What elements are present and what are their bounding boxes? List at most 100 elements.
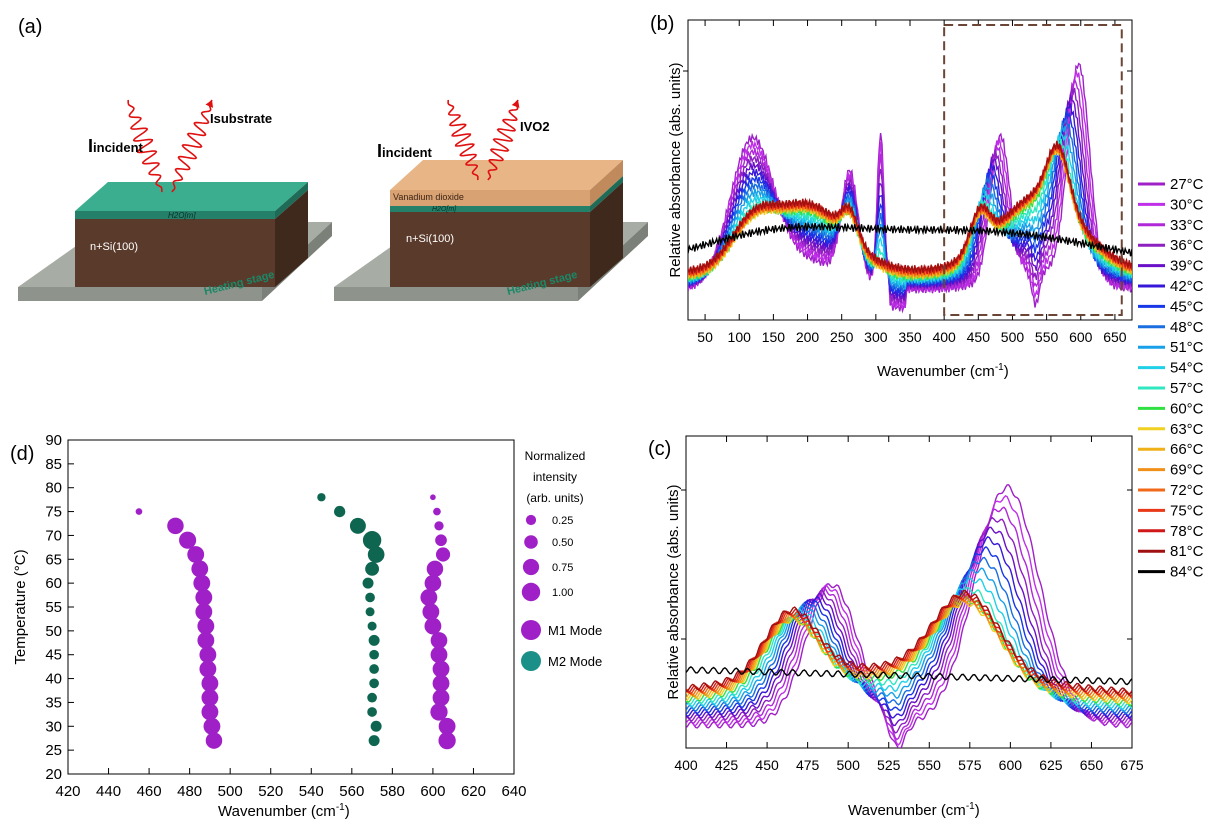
- point-m1-mode: [203, 717, 221, 735]
- vo2-film-front: [390, 190, 590, 206]
- size-legend-title: (arb. units): [526, 491, 583, 505]
- point-m1-mode: [135, 508, 143, 515]
- ytick-label: 80: [45, 480, 62, 497]
- point-m1-mode: [420, 589, 438, 606]
- xtick-label: 450: [755, 757, 779, 773]
- mode-legend: M1 Mode M2 Mode: [521, 620, 602, 671]
- series-84°C: [688, 221, 1132, 257]
- ytick-label: 50: [45, 623, 62, 640]
- chart-b: 50 100 150 200 250 300 350 400 450 500 550 600 650 W…: [667, 19, 1133, 380]
- point-m2-mode: [317, 493, 326, 502]
- size-legend-label: 0.75: [552, 562, 573, 574]
- xtick-label: 400: [674, 757, 698, 773]
- xtick-label: 600: [1069, 329, 1093, 345]
- chart-c-xlabel: Wavenumber (cm-1): [848, 801, 980, 819]
- point-m2-mode: [365, 592, 375, 603]
- panel-label-b: (b): [650, 13, 674, 35]
- xtick-label: 600: [420, 783, 445, 800]
- xtick-label: 560: [339, 783, 364, 800]
- panel-label-c: (c): [648, 438, 671, 460]
- chart-c-xaxis: 400 425 450 475 500 525 550 575 600 625 650 675: [674, 436, 1144, 773]
- point-m1-mode: [422, 603, 440, 621]
- chart-d-axes: 420 440 460 480 500 520 540 560 580 600 620 640 20 25…: [45, 432, 526, 800]
- point-m1-mode: [199, 646, 217, 664]
- point-m1-mode: [438, 717, 456, 735]
- schematic-right: Vanadium dioxide H2O[m] n+Si(100) Heatin…: [334, 99, 648, 301]
- xtick-label: 640: [501, 783, 526, 800]
- point-m1-mode: [430, 703, 448, 721]
- point-m2-mode: [365, 561, 380, 576]
- xtick-label: 350: [898, 329, 922, 345]
- chart-b-series: [688, 62, 1132, 314]
- point-m1-mode: [430, 632, 448, 649]
- h2o-layer-top: [75, 182, 308, 211]
- reflected-label: Isubstrate: [210, 111, 272, 126]
- ytick-label: 65: [45, 551, 62, 568]
- point-m1-mode: [197, 617, 215, 635]
- chart-c: 400 425 450 475 500 525 550 575 600 625 650 675 Wav…: [665, 435, 1144, 819]
- point-m2-mode: [369, 678, 379, 689]
- legend-label: 75°C: [1170, 502, 1204, 519]
- substrate-side: [275, 190, 308, 287]
- panel-label-a: (a): [18, 16, 42, 38]
- point-m1-mode: [432, 689, 450, 707]
- xtick-label: 500: [218, 783, 243, 800]
- xtick-label: 650: [1103, 329, 1127, 345]
- xtick-label: 150: [762, 329, 786, 345]
- size-legend-title: Normalized: [525, 449, 586, 463]
- legend-label: 39°C: [1170, 258, 1204, 275]
- point-m1-mode: [187, 546, 205, 563]
- series-45°C: [686, 546, 1132, 717]
- xtick-label: 525: [877, 757, 901, 773]
- ytick-label: 90: [45, 432, 62, 449]
- legend-label: 36°C: [1170, 237, 1204, 254]
- point-m1-mode: [195, 603, 213, 621]
- point-m1-mode: [424, 574, 442, 592]
- xtick-label: 475: [796, 757, 820, 773]
- point-m1-mode: [430, 494, 436, 501]
- layer-label: H2O[m]: [168, 211, 196, 220]
- size-legend-marker: [524, 535, 538, 549]
- film-label: Vanadium dioxide: [393, 192, 464, 202]
- point-m2-mode: [367, 546, 385, 563]
- h2o-layer-side: [275, 182, 308, 219]
- xtick-label: 425: [715, 757, 739, 773]
- xtick-label: 625: [1039, 757, 1063, 773]
- h2o-layer-front: [390, 206, 590, 212]
- xtick-label: 480: [177, 783, 202, 800]
- xtick-label: 675: [1120, 757, 1144, 773]
- panel-label-d: (d): [10, 443, 34, 465]
- ytick-label: 60: [45, 575, 62, 592]
- h2o-layer-front: [75, 211, 275, 219]
- xtick-label: 50: [697, 329, 713, 345]
- xtick-label: 600: [999, 757, 1023, 773]
- heating-stage-front: [18, 287, 262, 301]
- point-m2-mode: [369, 649, 379, 660]
- ytick-label: 40: [45, 671, 62, 688]
- h2o-layer-side: [590, 176, 623, 212]
- ytick-label: 20: [45, 766, 62, 783]
- chart-c-frame: [685, 435, 1133, 749]
- arrow-head: [511, 100, 520, 108]
- chart-d-ylabel: Temperature (°C): [12, 549, 29, 664]
- legend-label: 27°C: [1170, 176, 1204, 193]
- vo2-film-side: [590, 160, 623, 206]
- ytick-label: 35: [45, 694, 62, 711]
- legend-label: 78°C: [1170, 523, 1204, 540]
- size-legend-label: 0.25: [552, 515, 573, 527]
- chart-b-highlight-box: [943, 24, 1123, 316]
- reflected-beam: [487, 99, 519, 181]
- point-m1-mode: [435, 547, 451, 562]
- point-m2-mode: [368, 735, 380, 747]
- legend-label: 57°C: [1170, 380, 1204, 397]
- arrow-head: [205, 100, 214, 108]
- ytick-label: 55: [45, 599, 62, 616]
- substrate-side: [590, 182, 623, 287]
- legend-label: 42°C: [1170, 278, 1204, 295]
- xtick-label: 620: [461, 783, 486, 800]
- chart-c-ylabel: Relative absorbance (abs. units): [665, 484, 682, 699]
- ytick-label: 25: [45, 742, 62, 759]
- substrate-label: n+Si(100): [90, 241, 138, 253]
- ytick-label: 45: [45, 647, 62, 664]
- reflected-label: IVO2: [520, 119, 550, 134]
